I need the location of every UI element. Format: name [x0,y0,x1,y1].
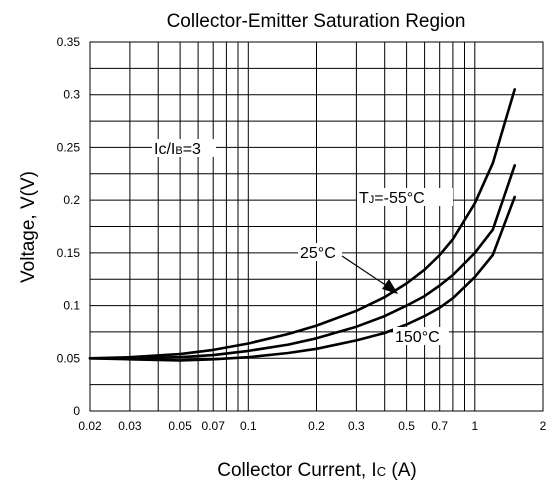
y-tick-label: 0.1 [63,299,80,313]
y-tick-label: 0.05 [57,351,81,365]
series-arrow-head [382,279,398,294]
y-tick-label: 0.3 [63,88,80,102]
x-tick-label: 0.1 [240,419,257,433]
x-tick-label: 0.3 [348,419,365,433]
series-line-2 [88,195,516,362]
chart-title: Collector-Emitter Saturation Region [167,11,466,32]
series-label-tj55: TJ=-55°C [359,190,425,207]
series-line-0 [88,88,516,360]
y-tick-label: 0.25 [57,140,81,154]
ratio-label-bg [152,139,216,157]
series-label-bg-25 [298,243,342,261]
series-label-150: 150°C [395,329,440,346]
x-tick-label: 0.7 [431,419,448,433]
x-tick-label: 0.02 [78,419,102,433]
annotations: Ic/IB=3 TJ=-55°C 25°C 150°C [152,139,453,346]
ratio-label: Ic/IB=3 [154,141,201,158]
tick-labels: 0.02 0.03 0.05 0.07 0.1 0.2 0.3 0.5 0.7 1 2 0 0.05 0.… [57,35,547,433]
x-axis-label: Collector Current, IC (A) [217,460,416,481]
y-tick-label: 0.2 [63,193,80,207]
series-label-bg-tj55 [357,188,453,206]
y-tick-label: 0 [73,404,80,418]
series-arrow-line [341,255,391,289]
y-tick-label: 0.15 [57,246,81,260]
curves [88,88,516,362]
plot-frame [89,41,544,412]
x-tick-label: 0.07 [202,419,226,433]
y-tick-label: 0.35 [57,35,81,49]
x-tick-label: 0.05 [168,419,192,433]
series-line-1 [88,164,516,360]
x-tick-label: 0.5 [398,419,415,433]
x-tick-label: 1 [471,419,478,433]
series-label-bg-150 [393,327,449,345]
x-tick-label: 2 [540,419,547,433]
x-tick-label: 0.03 [118,419,142,433]
grid [90,42,543,411]
x-tick-label: 0.2 [308,419,325,433]
series-label-25: 25°C [300,245,336,262]
y-axis-label: Voltage, V(V) [18,171,39,283]
